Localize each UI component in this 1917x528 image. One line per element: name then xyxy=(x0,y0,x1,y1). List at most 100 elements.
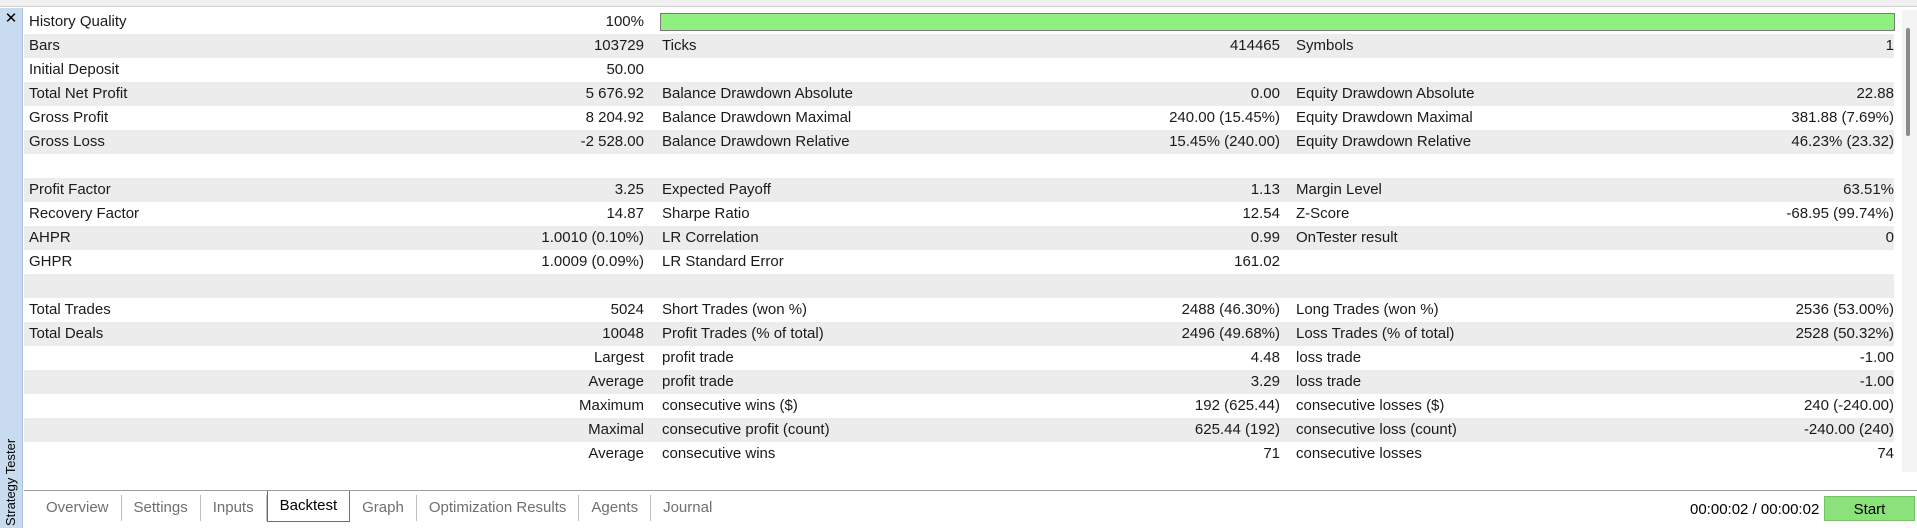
history-quality-row: History Quality 100% xyxy=(24,10,1895,34)
c3-value: 381.88 (7.69%) xyxy=(1791,109,1894,126)
c1-value: 3.25 xyxy=(614,181,644,198)
c1-label: Profit Factor xyxy=(29,181,111,198)
c3-label: Z-Score xyxy=(1296,205,1350,222)
tab-graph[interactable]: Graph xyxy=(350,495,417,521)
c3-value: -68.95 (99.74%) xyxy=(1786,205,1894,222)
c3-label xyxy=(1296,274,1676,298)
c2-label xyxy=(662,58,1062,82)
c3-label: consecutive losses xyxy=(1296,445,1422,462)
tab-optimization-results[interactable]: Optimization Results xyxy=(417,495,580,521)
c1-label: Bars xyxy=(29,37,60,54)
c3-label: Loss Trades (% of total) xyxy=(1296,325,1455,342)
report-row: Total Net Profit 5 676.92 Balance Drawdown… xyxy=(24,82,1894,106)
c3-value: -1.00 xyxy=(1859,349,1894,366)
c1-label xyxy=(29,346,329,370)
c2-value xyxy=(1024,154,1280,178)
report-row: Maximum consecutive wins ($) 192 (625.44) c… xyxy=(24,394,1894,418)
c3-label: consecutive losses ($) xyxy=(1296,397,1445,414)
report-row: Initial Deposit 50.00 xyxy=(24,58,1894,82)
c1-value: 5 676.92 xyxy=(585,85,644,102)
c2-label: Profit Trades (% of total) xyxy=(662,325,824,342)
c2-value: 0.99 xyxy=(1250,229,1280,246)
start-button[interactable]: Start xyxy=(1824,496,1915,521)
c2-value: 4.48 xyxy=(1250,349,1280,366)
backtest-report: History Quality 100% Bars 103729 Ticks 4144… xyxy=(24,10,1895,466)
c2-value: 2488 (46.30%) xyxy=(1181,301,1280,318)
c1-label: Recovery Factor xyxy=(29,205,140,222)
c2-value: 71 xyxy=(1263,445,1280,462)
tab-overview[interactable]: Overview xyxy=(34,495,122,521)
c1-value xyxy=(324,274,644,298)
report-row: Average consecutive wins 71 consecutive los… xyxy=(24,442,1894,466)
report-row: AHPR 1.0010 (0.10%) LR Correlation 0.99 OnTe… xyxy=(24,226,1894,250)
c3-label: loss trade xyxy=(1296,373,1362,390)
c2-value: 161.02 xyxy=(1234,253,1280,270)
c2-value: 3.29 xyxy=(1250,373,1280,390)
c1-value: Average xyxy=(588,373,644,390)
c3-value: -240.00 (240) xyxy=(1803,421,1894,438)
c1-label xyxy=(29,394,329,418)
tab-inputs[interactable]: Inputs xyxy=(201,495,267,521)
c3-label xyxy=(1296,58,1676,82)
c1-value: 50.00 xyxy=(606,61,644,78)
c2-label: profit trade xyxy=(662,373,734,390)
c3-label: Symbols xyxy=(1296,37,1354,54)
c3-label: loss trade xyxy=(1296,349,1362,366)
tabs: Overview Settings Inputs Backtest Graph Optim… xyxy=(34,491,724,522)
c2-value: 0.00 xyxy=(1250,85,1280,102)
c3-label xyxy=(1296,154,1676,178)
c2-value: 625.44 (192) xyxy=(1194,421,1280,438)
c3-value: 74 xyxy=(1877,445,1894,462)
c1-label: AHPR xyxy=(29,229,71,246)
c2-label: Balance Drawdown Maximal xyxy=(662,109,852,126)
c1-label: Initial Deposit xyxy=(29,61,120,78)
c3-value: 2536 (53.00%) xyxy=(1795,301,1894,318)
c3-label: consecutive loss (count) xyxy=(1296,421,1457,438)
c2-label: Balance Drawdown Relative xyxy=(662,133,850,150)
c2-label: consecutive wins xyxy=(662,445,776,462)
c2-value: 414465 xyxy=(1229,37,1280,54)
c1-value: Average xyxy=(588,445,644,462)
c3-value: 63.51% xyxy=(1843,181,1894,198)
c3-label: OnTester result xyxy=(1296,229,1398,246)
c1-label xyxy=(29,274,329,298)
c2-label: LR Correlation xyxy=(662,229,759,246)
c1-value: -2 528.00 xyxy=(580,133,644,150)
c2-label: Balance Drawdown Absolute xyxy=(662,85,853,102)
report-row: GHPR 1.0009 (0.09%) LR Standard Error 161.0… xyxy=(24,250,1894,274)
c3-value xyxy=(1624,154,1894,178)
report-row: Bars 103729 Ticks 414465 Symbols 1 xyxy=(24,34,1894,58)
c3-label: Equity Drawdown Relative xyxy=(1296,133,1472,150)
c1-label xyxy=(29,370,329,394)
c1-label: Total Deals xyxy=(29,325,104,342)
c2-label: Expected Payoff xyxy=(662,181,771,198)
c2-value: 192 (625.44) xyxy=(1194,397,1280,414)
c3-value: 22.88 xyxy=(1856,85,1894,102)
c2-label: Short Trades (won %) xyxy=(662,301,808,318)
c1-value: Largest xyxy=(593,349,644,366)
history-quality-label: History Quality xyxy=(29,13,127,30)
c3-value xyxy=(1624,274,1894,298)
c2-value xyxy=(1024,58,1280,82)
report-row: Recovery Factor 14.87 Sharpe Ratio 12.54 Z-S… xyxy=(24,202,1894,226)
tab-journal[interactable]: Journal xyxy=(663,499,713,516)
c1-value: Maximum xyxy=(578,397,644,414)
scrollbar-thumb[interactable] xyxy=(1906,28,1910,136)
c2-value xyxy=(1024,274,1280,298)
report-row xyxy=(24,274,1894,298)
tab-settings[interactable]: Settings xyxy=(122,495,201,521)
c2-label: profit trade xyxy=(662,349,734,366)
history-quality-value: 100% xyxy=(605,13,644,30)
c2-value: 240.00 (15.45%) xyxy=(1169,109,1280,126)
close-icon[interactable]: ✕ xyxy=(4,10,18,27)
report-row: Gross Loss -2 528.00 Balance Drawdown Rela… xyxy=(24,130,1894,154)
panel-title: Strategy Tester xyxy=(3,438,18,526)
c3-label: Margin Level xyxy=(1296,181,1382,198)
tab-backtest[interactable]: Backtest xyxy=(266,491,351,522)
vertical-scrollbar[interactable] xyxy=(1902,10,1917,472)
c2-value: 1.13 xyxy=(1250,181,1280,198)
tab-agents[interactable]: Agents xyxy=(579,495,652,521)
c1-value xyxy=(324,154,644,178)
tester-tab-bar: Overview Settings Inputs Backtest Graph Optim… xyxy=(24,490,1917,527)
c2-label: consecutive wins ($) xyxy=(662,397,798,414)
